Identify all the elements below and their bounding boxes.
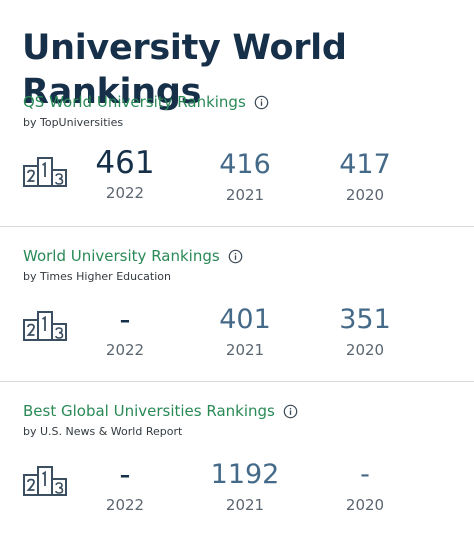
podium-icon	[23, 311, 67, 341]
rank-year: 2020	[345, 186, 385, 204]
podium-icon	[23, 466, 67, 496]
rank-year: 2022	[105, 184, 145, 202]
rank-column-2021: 401 2021	[200, 304, 290, 359]
rank-year: 2021	[225, 496, 265, 514]
rank-value: 351	[339, 304, 391, 335]
section-divider	[0, 226, 474, 227]
ranking-title[interactable]: QS World University Rankings	[23, 92, 269, 112]
rank-value: -	[360, 459, 370, 490]
ranking-title-label[interactable]: Best Global Universities Rankings	[23, 402, 275, 420]
rank-column-2022: - 2022	[80, 304, 170, 359]
ranking-title[interactable]: Best Global Universities Rankings	[23, 401, 298, 421]
rank-column-2021: 1192 2021	[200, 459, 290, 514]
rank-year: 2021	[225, 341, 265, 359]
rank-value: 401	[219, 304, 271, 335]
ranking-title-label[interactable]: QS World University Rankings	[23, 93, 246, 111]
rank-value: 417	[339, 149, 391, 180]
rank-column-2020: 351 2020	[320, 304, 410, 359]
section-divider	[0, 381, 474, 382]
rank-year: 2020	[345, 496, 385, 514]
rank-value: 461	[95, 145, 155, 181]
rank-column-2022: 461 2022	[80, 147, 170, 202]
info-icon[interactable]	[228, 249, 243, 264]
info-icon[interactable]	[283, 404, 298, 419]
rank-column-2022: - 2022	[80, 459, 170, 514]
rank-year: 2022	[105, 341, 145, 359]
ranking-title-label[interactable]: World University Rankings	[23, 247, 220, 265]
rank-column-2021: 416 2021	[200, 149, 290, 204]
rank-column-2020: - 2020	[320, 459, 410, 514]
rank-column-2020: 417 2020	[320, 149, 410, 204]
rank-year: 2021	[225, 186, 265, 204]
rank-value: 416	[219, 149, 271, 180]
rank-year: 2022	[105, 496, 145, 514]
page-title: University World Rankings	[22, 28, 347, 112]
rank-value: 1192	[210, 459, 280, 490]
info-icon[interactable]	[254, 95, 269, 110]
rank-value: -	[119, 457, 131, 493]
ranking-source: by TopUniversities	[23, 116, 124, 129]
podium-icon	[23, 157, 67, 187]
ranking-title[interactable]: World University Rankings	[23, 246, 243, 266]
rank-value: -	[119, 302, 131, 338]
rank-year: 2020	[345, 341, 385, 359]
ranking-source: by U.S. News & World Report	[23, 425, 183, 438]
ranking-source: by Times Higher Education	[23, 270, 171, 283]
